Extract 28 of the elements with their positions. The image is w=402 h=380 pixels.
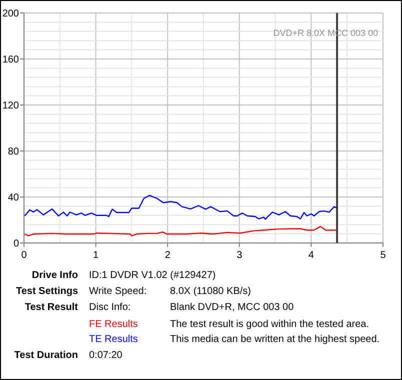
y-tick-label: 160 (2, 54, 20, 66)
text: 0:07:20 (89, 350, 123, 361)
y-tick-label: 120 (2, 100, 20, 112)
x-tick-label: 1 (93, 250, 100, 261)
text: Write Speed: (89, 286, 147, 297)
y-tick-label: 40 (8, 192, 20, 204)
x-tick-label: 0 (21, 250, 28, 261)
text: TE Results (89, 334, 138, 345)
x-tick-label: 5 (380, 250, 386, 261)
text: Test Duration (14, 350, 78, 361)
y-tick-label: 0 (13, 238, 20, 250)
line-series (24, 226, 338, 236)
text: Test Result (24, 302, 79, 313)
x-tick-label: 4 (308, 250, 314, 261)
text: Blank DVD+R, MCC 003 00 (170, 302, 294, 313)
text: This media can be written at the highest speed. (170, 334, 380, 345)
text: Drive Info (32, 270, 78, 281)
x-tick-label: 3 (236, 250, 243, 261)
x-tick-label: 2 (164, 250, 171, 261)
text: ID:1 DVDR V1.02 (#129427) (89, 270, 216, 281)
text: The test result is good within the tested area. (170, 319, 369, 330)
text: Test Settings (16, 286, 78, 297)
y-tick-label: 200 (2, 8, 20, 20)
text: FE Results (89, 319, 138, 330)
y-tick-label: 80 (8, 146, 20, 158)
text: 8.0X (11080 KB/s) (170, 286, 251, 297)
text: Disc Info: (89, 302, 131, 313)
line-series (24, 194, 338, 220)
